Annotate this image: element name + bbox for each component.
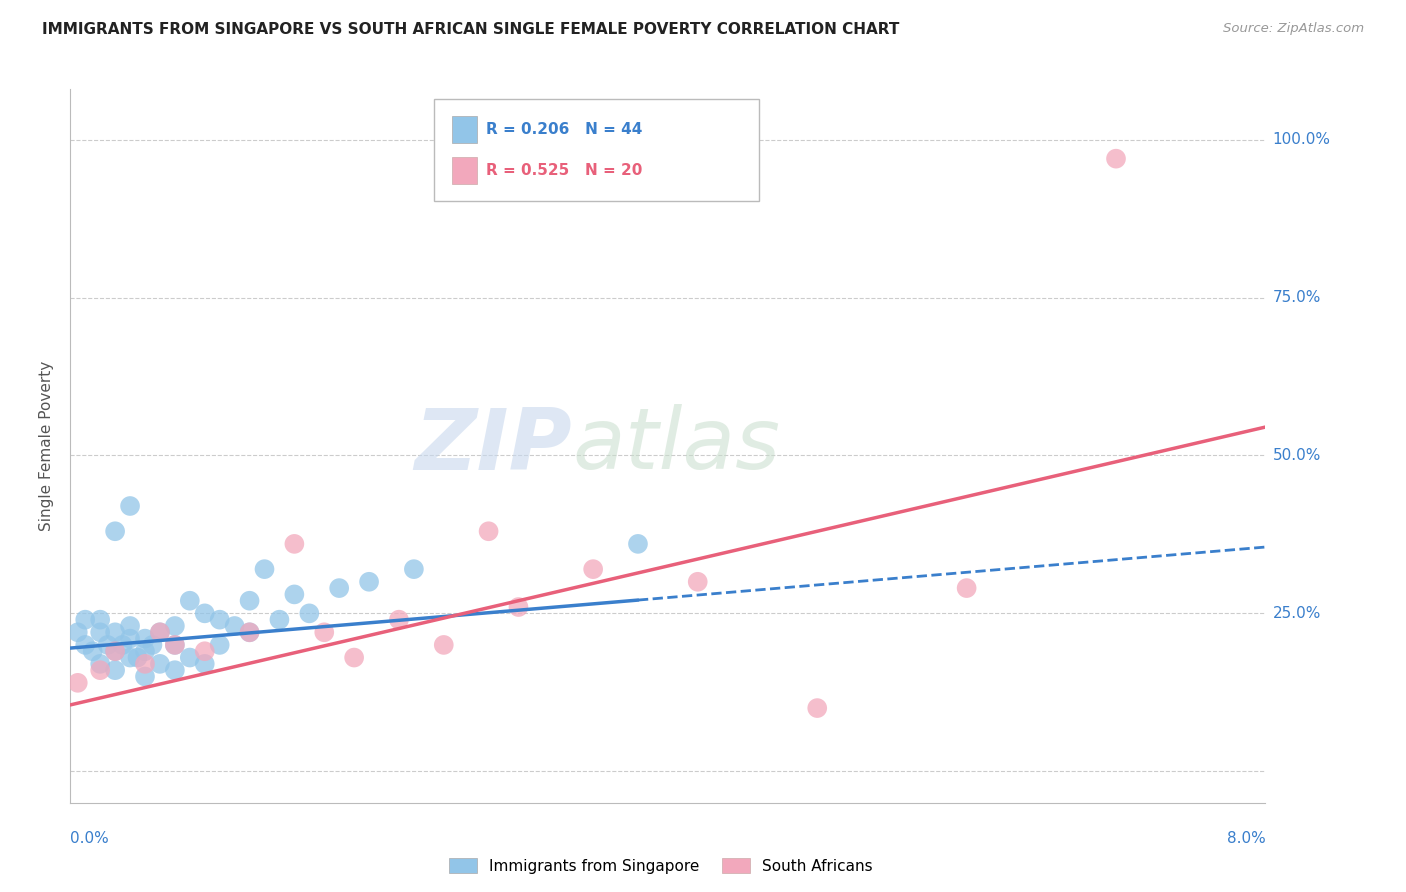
Point <box>194 607 217 621</box>
Point <box>134 644 156 658</box>
Point <box>104 644 127 658</box>
Point <box>82 644 104 658</box>
Point <box>141 638 163 652</box>
Point <box>686 574 709 589</box>
Point <box>388 613 411 627</box>
Text: R = 0.525   N = 20: R = 0.525 N = 20 <box>486 162 643 178</box>
Point <box>194 657 217 671</box>
Point <box>75 638 97 652</box>
Point <box>328 581 350 595</box>
Point <box>66 675 89 690</box>
Point <box>283 537 305 551</box>
Point <box>508 600 530 615</box>
Point <box>239 625 262 640</box>
Point <box>1105 152 1128 166</box>
Y-axis label: Single Female Poverty: Single Female Poverty <box>39 361 55 531</box>
Point <box>627 537 650 551</box>
Point <box>433 638 456 652</box>
Point <box>806 701 828 715</box>
Point <box>283 587 305 601</box>
Text: 8.0%: 8.0% <box>1226 831 1265 847</box>
Point <box>239 593 262 607</box>
Point <box>239 625 262 640</box>
Point <box>66 625 89 640</box>
Point <box>134 657 156 671</box>
Point <box>120 632 141 646</box>
Text: 75.0%: 75.0% <box>1272 290 1320 305</box>
Point <box>194 644 217 658</box>
Point <box>127 650 149 665</box>
Point <box>269 613 291 627</box>
Point <box>582 562 605 576</box>
Point <box>314 625 336 640</box>
Point <box>224 619 246 633</box>
Point <box>111 638 134 652</box>
Point <box>359 574 381 589</box>
Legend: Immigrants from Singapore, South Africans: Immigrants from Singapore, South African… <box>443 852 879 880</box>
Point <box>89 657 111 671</box>
Point <box>179 593 201 607</box>
Point <box>120 619 141 633</box>
Point <box>134 632 156 646</box>
Point <box>478 524 501 539</box>
Point <box>75 613 97 627</box>
Text: R = 0.206   N = 44: R = 0.206 N = 44 <box>486 122 643 137</box>
Text: 50.0%: 50.0% <box>1272 448 1320 463</box>
Point <box>149 657 172 671</box>
Point <box>343 650 366 665</box>
Point <box>208 638 231 652</box>
Point <box>402 562 425 576</box>
Point <box>120 650 141 665</box>
Point <box>163 638 186 652</box>
Point <box>104 625 127 640</box>
Point <box>163 619 186 633</box>
Point <box>89 625 111 640</box>
Point <box>149 625 172 640</box>
Point <box>104 644 127 658</box>
Point <box>120 499 141 513</box>
Point <box>89 613 111 627</box>
Point <box>179 650 201 665</box>
Point <box>149 625 172 640</box>
Text: Source: ZipAtlas.com: Source: ZipAtlas.com <box>1223 22 1364 36</box>
Point <box>163 663 186 677</box>
Point <box>163 638 186 652</box>
Point <box>104 663 127 677</box>
Point <box>89 663 111 677</box>
Text: IMMIGRANTS FROM SINGAPORE VS SOUTH AFRICAN SINGLE FEMALE POVERTY CORRELATION CHA: IMMIGRANTS FROM SINGAPORE VS SOUTH AFRIC… <box>42 22 900 37</box>
Point <box>134 669 156 683</box>
Text: ZIP: ZIP <box>415 404 572 488</box>
Point <box>298 607 321 621</box>
Point <box>208 613 231 627</box>
Point <box>956 581 979 595</box>
Text: 25.0%: 25.0% <box>1272 606 1320 621</box>
Text: atlas: atlas <box>572 404 780 488</box>
Point <box>104 524 127 539</box>
Text: 100.0%: 100.0% <box>1272 132 1330 147</box>
Text: 0.0%: 0.0% <box>70 831 110 847</box>
Point <box>253 562 276 576</box>
Point <box>97 638 120 652</box>
